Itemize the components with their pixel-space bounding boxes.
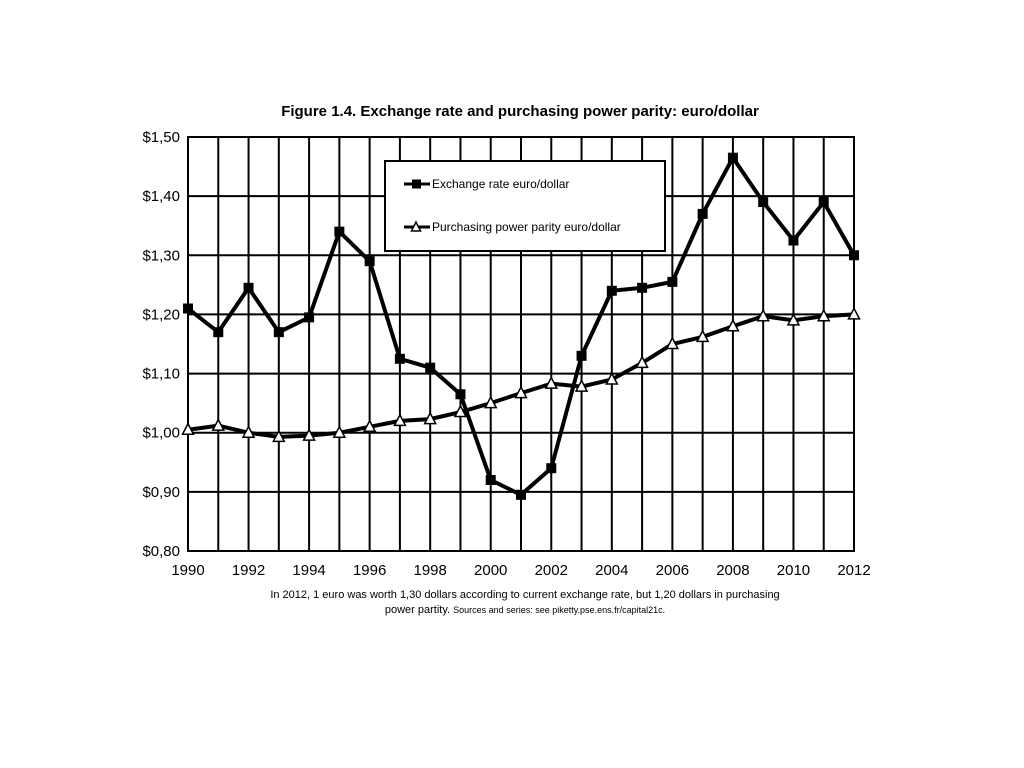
data-point bbox=[425, 362, 436, 373]
data-point bbox=[273, 327, 284, 338]
data-point bbox=[514, 385, 528, 399]
data-point bbox=[516, 489, 526, 500]
data-point bbox=[211, 418, 226, 431]
data-point bbox=[849, 250, 859, 261]
y-tick-label: $0,80 bbox=[142, 543, 180, 560]
data-point bbox=[605, 371, 619, 385]
x-tick-label: 1990 bbox=[171, 562, 204, 579]
data-point bbox=[394, 353, 405, 364]
x-tick-label: 2012 bbox=[837, 562, 870, 579]
y-tick-label: $1,20 bbox=[142, 306, 180, 323]
data-point bbox=[483, 395, 498, 409]
data-point bbox=[726, 318, 740, 332]
data-point bbox=[576, 350, 587, 361]
legend-box bbox=[384, 160, 666, 252]
data-point bbox=[606, 285, 617, 296]
data-point bbox=[667, 276, 678, 287]
data-point bbox=[302, 428, 316, 441]
y-tick-label: $1,10 bbox=[142, 366, 180, 383]
data-point bbox=[455, 389, 466, 400]
x-tick-label: 1992 bbox=[232, 562, 265, 579]
data-point bbox=[756, 308, 770, 322]
data-point bbox=[181, 422, 195, 436]
data-point bbox=[423, 411, 437, 425]
series-ppp bbox=[181, 306, 861, 443]
data-point bbox=[364, 256, 375, 267]
y-tick-label: $0,90 bbox=[142, 484, 180, 501]
x-tick-label: 2002 bbox=[535, 562, 568, 579]
legend-label: Exchange rate euro/dollar bbox=[432, 177, 569, 191]
data-point bbox=[727, 152, 738, 163]
legend-marker bbox=[412, 179, 421, 189]
x-tick-label: 2000 bbox=[474, 562, 507, 579]
legend: Exchange rate euro/dollar Purchasing powe… bbox=[384, 160, 666, 252]
footnote-line2: power partity. bbox=[384, 604, 451, 616]
data-point bbox=[665, 336, 680, 350]
y-tick-label: $1,40 bbox=[142, 188, 180, 205]
data-point bbox=[818, 197, 829, 208]
x-tick-label: 1998 bbox=[413, 562, 446, 579]
data-point bbox=[847, 306, 861, 320]
x-tick-label: 2006 bbox=[656, 562, 689, 579]
data-point bbox=[272, 429, 286, 443]
footnote-line2-wrap: power partity. Sources and series: see p… bbox=[200, 603, 850, 618]
data-point bbox=[213, 327, 224, 338]
data-point bbox=[485, 475, 496, 486]
footnote: In 2012, 1 euro was worth 1,30 dollars a… bbox=[200, 588, 850, 618]
data-point bbox=[453, 404, 468, 418]
data-point bbox=[544, 376, 559, 389]
x-tick-label: 1994 bbox=[292, 562, 325, 579]
x-tick-label: 1996 bbox=[353, 562, 386, 579]
y-axis: $1,50 $1,40 $1,30 $1,20 $1,10 $1,00 $0,90 $0,80 bbox=[142, 129, 180, 560]
data-point bbox=[786, 312, 801, 326]
data-point bbox=[241, 425, 256, 438]
chart-title: Figure 1.4. Exchange rate and purchasing… bbox=[281, 103, 759, 120]
legend-marker bbox=[410, 220, 422, 232]
data-point bbox=[362, 419, 377, 433]
data-point bbox=[695, 329, 710, 343]
data-point bbox=[635, 355, 649, 369]
y-tick-label: $1,00 bbox=[142, 425, 180, 442]
data-point bbox=[183, 303, 193, 314]
data-point bbox=[304, 312, 315, 323]
legend-label: Purchasing power parity euro/dollar bbox=[432, 220, 621, 234]
data-point bbox=[788, 235, 799, 246]
x-tick-label: 2010 bbox=[777, 562, 810, 579]
footnote-sources: Sources and series: see piketty.pse.ens.… bbox=[453, 605, 666, 615]
footnote-line1: In 2012, 1 euro was worth 1,30 dollars a… bbox=[270, 589, 780, 601]
data-point bbox=[332, 425, 347, 438]
x-tick-label: 2004 bbox=[595, 562, 628, 579]
series-exchange-rate bbox=[183, 152, 859, 500]
data-point bbox=[243, 282, 254, 293]
data-point bbox=[546, 463, 557, 474]
y-tick-label: $1,30 bbox=[142, 247, 180, 264]
data-point bbox=[334, 226, 345, 237]
data-point bbox=[574, 378, 589, 392]
data-point bbox=[637, 282, 648, 293]
series-layer bbox=[181, 152, 861, 500]
data-point bbox=[758, 197, 769, 208]
data-point bbox=[816, 308, 831, 322]
data-point bbox=[393, 413, 407, 427]
x-tick-label: 2008 bbox=[716, 562, 749, 579]
data-point bbox=[697, 208, 708, 219]
y-tick-label: $1,50 bbox=[142, 129, 180, 146]
x-axis: 1990 1992 1994 1996 1998 2000 2002 2004 2006 2008… bbox=[171, 562, 870, 579]
